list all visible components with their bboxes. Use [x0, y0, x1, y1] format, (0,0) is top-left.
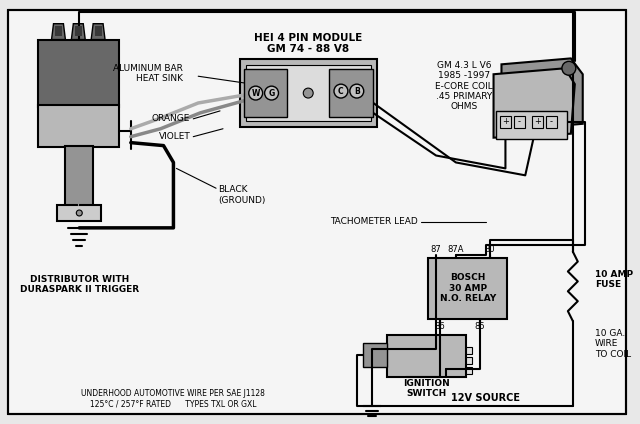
- Text: B: B: [354, 86, 360, 95]
- Text: BOSCH
30 AMP
N.O. RELAY: BOSCH 30 AMP N.O. RELAY: [440, 273, 496, 303]
- Bar: [428, 258, 508, 319]
- Bar: [515, 116, 525, 128]
- Bar: [56, 26, 63, 36]
- Bar: [546, 116, 557, 128]
- Text: TACHOMETER LEAD: TACHOMETER LEAD: [330, 218, 418, 226]
- Bar: [58, 205, 101, 221]
- Bar: [532, 116, 543, 128]
- Polygon shape: [502, 59, 583, 131]
- Text: 87: 87: [431, 245, 442, 254]
- Text: 12V SOURCE: 12V SOURCE: [451, 393, 520, 403]
- Text: 30: 30: [484, 245, 495, 254]
- Text: GM 4.3 L V6
1985 -1997
E-CORE COIL
.45 PRIMARY
OHMS: GM 4.3 L V6 1985 -1997 E-CORE COIL .45 P…: [435, 61, 493, 112]
- Text: -: -: [518, 117, 521, 126]
- Text: W: W: [252, 89, 260, 98]
- Bar: [240, 59, 376, 127]
- Text: 86: 86: [435, 323, 445, 332]
- Text: DISTRIBUTOR WITH
DURASPARK II TRIGGER: DISTRIBUTOR WITH DURASPARK II TRIGGER: [20, 275, 139, 294]
- Bar: [466, 347, 472, 354]
- Polygon shape: [52, 24, 65, 39]
- Circle shape: [334, 84, 348, 98]
- Polygon shape: [493, 68, 575, 138]
- Text: C: C: [338, 86, 344, 95]
- Text: +: +: [502, 117, 509, 126]
- Text: 87A: 87A: [447, 245, 464, 254]
- Text: BLACK
(GROUND): BLACK (GROUND): [218, 185, 266, 205]
- Text: 85: 85: [474, 323, 485, 332]
- Text: ORANGE: ORANGE: [152, 114, 190, 123]
- Circle shape: [350, 84, 364, 98]
- Circle shape: [249, 86, 262, 100]
- Bar: [246, 65, 371, 121]
- Text: -: -: [550, 117, 552, 126]
- Bar: [466, 357, 472, 364]
- Text: IGNITION
SWITCH: IGNITION SWITCH: [403, 379, 449, 398]
- Text: 10 GA.
WIRE
TO COIL: 10 GA. WIRE TO COIL: [595, 329, 631, 359]
- Text: G: G: [268, 89, 275, 98]
- Circle shape: [562, 61, 576, 75]
- Bar: [329, 69, 372, 117]
- Bar: [76, 26, 83, 36]
- Bar: [65, 145, 93, 207]
- Text: HEI 4 PIN MODULE
GM 74 - 88 V8: HEI 4 PIN MODULE GM 74 - 88 V8: [254, 33, 362, 54]
- Text: VIOLET: VIOLET: [159, 132, 190, 141]
- Circle shape: [76, 210, 83, 216]
- Bar: [387, 335, 466, 377]
- Circle shape: [264, 86, 278, 100]
- Text: ALUMINUM BAR
HEAT SINK: ALUMINUM BAR HEAT SINK: [113, 64, 183, 83]
- Circle shape: [303, 88, 313, 98]
- Bar: [244, 69, 287, 117]
- Text: UNDERHOOD AUTOMOTIVE WIRE PER SAE J1128
125°C / 257°F RATED      TYPES TXL OR GX: UNDERHOOD AUTOMOTIVE WIRE PER SAE J1128 …: [81, 389, 266, 408]
- Bar: [38, 39, 119, 107]
- Bar: [363, 343, 387, 367]
- Polygon shape: [71, 24, 85, 39]
- Text: +: +: [534, 117, 541, 126]
- Bar: [500, 116, 511, 128]
- Bar: [495, 111, 567, 139]
- Text: 10 AMP
FUSE: 10 AMP FUSE: [595, 270, 633, 289]
- Bar: [38, 105, 119, 147]
- Polygon shape: [91, 24, 105, 39]
- Bar: [466, 367, 472, 374]
- Bar: [95, 26, 102, 36]
